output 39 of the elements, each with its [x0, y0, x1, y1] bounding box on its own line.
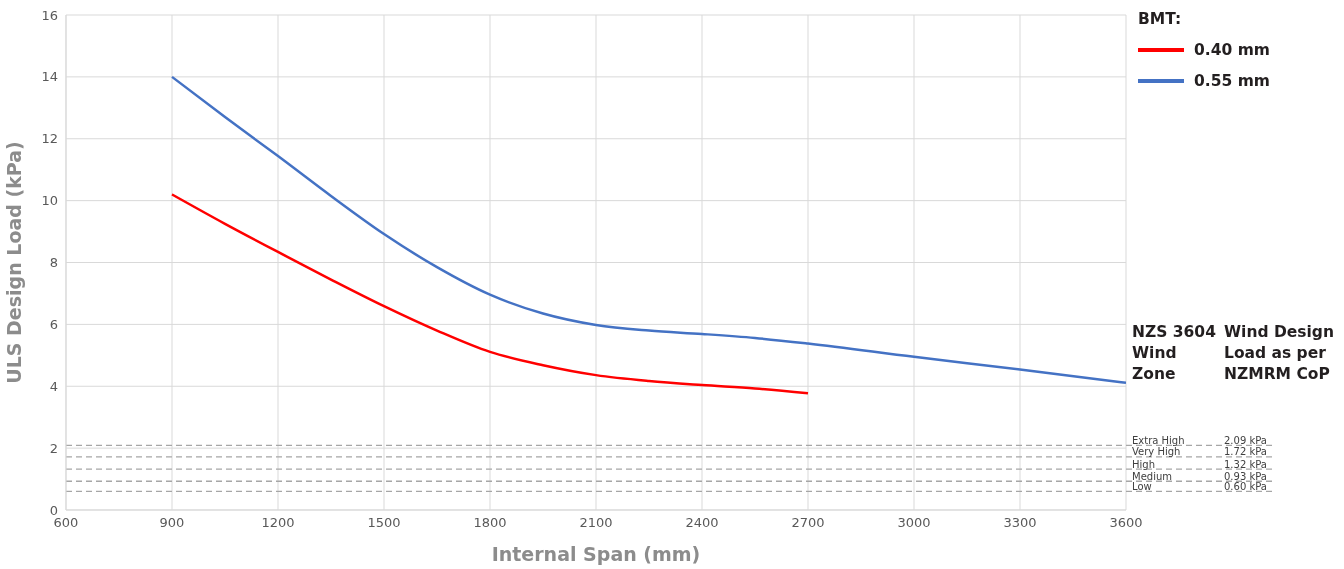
text: 0.93 kPa: [1224, 470, 1267, 482]
legend-title: BMT:: [1138, 10, 1183, 28]
x-tick-label: 1800: [473, 515, 507, 531]
ref-line-label: Extra High: [1132, 434, 1185, 446]
ref-line-label: Very High: [1132, 446, 1181, 458]
y-tick-label: 16: [41, 7, 58, 23]
y-tick-label: 2: [49, 440, 58, 456]
x-tick-label: 2400: [685, 515, 719, 531]
ref-line-label: High: [1132, 458, 1155, 470]
y-axis-title: ULS Design Load (kPa): [2, 141, 25, 384]
line-series: [170, 193, 810, 395]
y-tick-label: 10: [41, 193, 58, 209]
line-series: [170, 75, 1126, 385]
text: 1.32 kPa: [1224, 458, 1267, 470]
text: 1.72 kPa: [1224, 446, 1267, 458]
y-tick-label: 14: [41, 69, 58, 85]
text: Wind Design Load as per NZMRM CoP: [1224, 322, 1335, 385]
x-tick-label: 3300: [1003, 515, 1037, 531]
y-tick-label: 0: [49, 502, 58, 518]
legend-label: 0.55 mm: [1194, 71, 1270, 90]
y-tick-label: 6: [49, 316, 58, 332]
x-tick-label: 3000: [897, 515, 931, 531]
ref-line-label: Low: [1132, 480, 1152, 492]
y-tick-label: 8: [49, 255, 58, 271]
x-tick-label: 2700: [791, 515, 825, 531]
x-tick-label: 1200: [261, 515, 295, 531]
legend-label: 0.40 mm: [1194, 40, 1270, 59]
x-tick-label: 900: [159, 515, 185, 531]
text: 0.60 kPa: [1224, 480, 1267, 492]
x-tick-label: 600: [53, 515, 79, 531]
y-tick-label: 4: [49, 378, 58, 394]
x-tick-label: 1500: [367, 515, 401, 531]
x-axis-title: Internal Span (mm): [491, 543, 701, 565]
x-tick-label: 2100: [579, 515, 613, 531]
ref-line-label: Medium: [1132, 470, 1172, 482]
text: NZS 3604 Wind Zone: [1132, 322, 1217, 385]
y-tick-label: 12: [41, 131, 58, 147]
text: 2.09 kPa: [1224, 434, 1267, 446]
x-tick-label: 3600: [1109, 515, 1143, 531]
